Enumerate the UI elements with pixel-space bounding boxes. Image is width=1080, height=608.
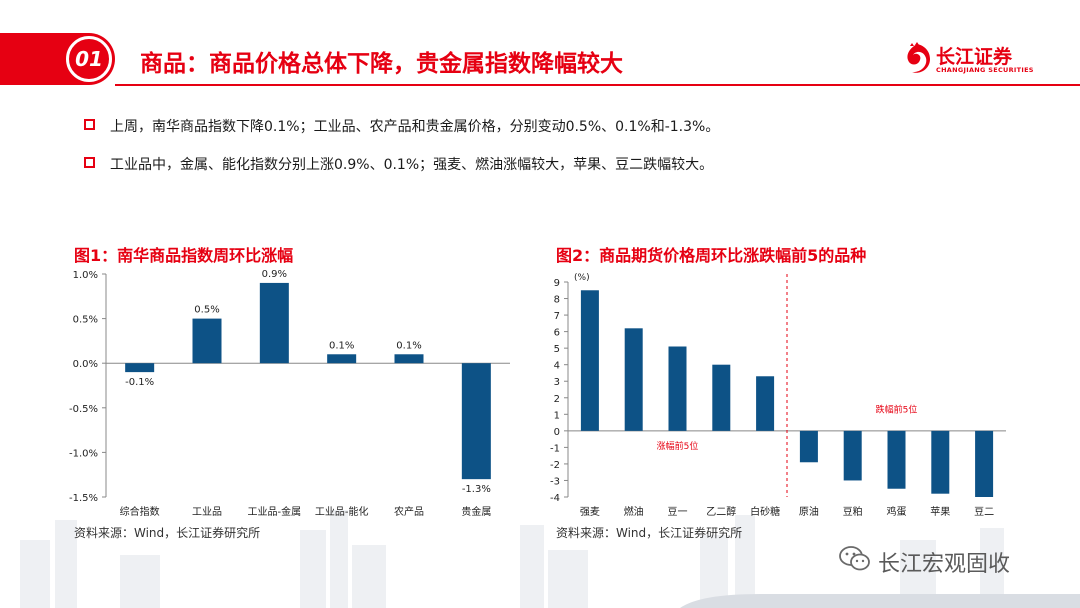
company-logo: 长江证券 CHANGJIANG SECURITIES bbox=[902, 40, 1052, 80]
chart1-data-label: 0.9% bbox=[262, 269, 287, 280]
chart2-annotation: 涨幅前5位 bbox=[657, 440, 699, 452]
chart2-y-tick-label: -3 bbox=[550, 476, 560, 487]
chart1-source: 资料来源：Wind，长江证券研究所 bbox=[74, 526, 261, 540]
chart2-x-tick-label: 苹果 bbox=[930, 505, 950, 518]
chart2-bar bbox=[975, 430, 994, 497]
chart2-bar bbox=[668, 346, 687, 431]
wechat-icon bbox=[839, 546, 870, 571]
chart1-bar bbox=[394, 354, 424, 364]
chart2-bar bbox=[799, 430, 818, 463]
chart2-y-tick-label: 7 bbox=[554, 311, 560, 322]
city-skyline-background bbox=[20, 510, 1004, 608]
chart1-bar bbox=[461, 363, 491, 480]
chart2-y-tick-label: -1 bbox=[550, 443, 560, 454]
chart1-x-tick-label: 工业品-能化 bbox=[315, 505, 369, 518]
chart1-bar bbox=[125, 363, 155, 373]
chart1-y-tick-label: -0.5% bbox=[69, 404, 98, 415]
chart2-bar bbox=[843, 430, 862, 481]
chart1-x-tick-label: 工业品 bbox=[192, 506, 222, 518]
chart2-bar bbox=[624, 328, 643, 431]
chart2-bar bbox=[887, 430, 906, 489]
chart1-x-tick-label: 贵金属 bbox=[461, 505, 491, 518]
page-title: 商品：商品价格总体下降，贵金属指数降幅较大 bbox=[140, 51, 623, 77]
chart1-bar bbox=[327, 354, 357, 364]
chart2-y-tick-label: 4 bbox=[554, 361, 560, 372]
bullet-square-icon bbox=[84, 157, 95, 168]
chart1-x-tick-label: 工业品-金属 bbox=[248, 505, 302, 518]
chart2-y-tick-label: -2 bbox=[550, 460, 560, 471]
chart2-x-tick-label: 燃油 bbox=[624, 505, 644, 518]
chart2-title: 图2：商品期货价格周环比涨跌幅前5的品种 bbox=[556, 246, 867, 265]
chart2-y-tick-label: 1 bbox=[554, 410, 560, 421]
chart1-y-tick-label: 0.5% bbox=[73, 315, 98, 326]
header-divider-line bbox=[115, 84, 1080, 86]
watermark-text: 长江宏观固收 bbox=[878, 552, 1011, 577]
logo-english-name: CHANGJIANG SECURITIES bbox=[936, 66, 1034, 74]
chart1-y-tick-label: 0.0% bbox=[73, 359, 98, 370]
logo-chinese-name: 长江证券 bbox=[936, 46, 1013, 68]
chart2-y-unit-label: (%) bbox=[574, 273, 590, 283]
chart1-x-tick-label: 农产品 bbox=[394, 505, 424, 518]
bullet-item: 上周，南华商品指数下降0.1%；工业品、农产品和贵金属价格，分别变动0.5%、0… bbox=[84, 116, 719, 136]
chart2-y-tick-label: 8 bbox=[554, 295, 560, 306]
chart2-x-tick-label: 豆二 bbox=[974, 506, 994, 518]
chart2-x-tick-label: 原油 bbox=[799, 505, 819, 518]
chart2-bar bbox=[756, 376, 775, 431]
chart1-data-label: -1.3% bbox=[462, 484, 491, 495]
corner-decoration bbox=[680, 594, 1080, 608]
chart1-bar bbox=[259, 282, 289, 364]
chart1-data-label: 0.1% bbox=[396, 340, 421, 351]
chart2-x-tick-label: 强麦 bbox=[580, 506, 600, 518]
chart2-x-tick-label: 豆粕 bbox=[843, 505, 863, 518]
chart1-title: 图1：南华商品指数周环比涨幅 bbox=[74, 246, 294, 265]
chart2-y-tick-label: -4 bbox=[550, 493, 560, 504]
chart2-bar bbox=[931, 430, 950, 494]
chart1-bar bbox=[192, 318, 222, 364]
section-number-badge: 01 bbox=[66, 36, 112, 82]
chart2-y-tick-label: 9 bbox=[554, 278, 560, 289]
chart2-x-tick-label: 鸡蛋 bbox=[887, 505, 907, 518]
chart1-y-tick-label: -1.5% bbox=[69, 493, 98, 504]
chart1-data-label: -0.1% bbox=[125, 377, 154, 388]
chart1-data-label: 0.1% bbox=[329, 340, 354, 351]
chart2-y-tick-label: 0 bbox=[554, 427, 560, 438]
chart2-y-tick-label: 3 bbox=[554, 377, 560, 388]
chart2-y-tick-label: 2 bbox=[554, 394, 560, 405]
chart2-x-tick-label: 白砂糖 bbox=[750, 505, 780, 518]
chart2-bar bbox=[580, 290, 599, 431]
chart2-y-tick-label: 5 bbox=[554, 344, 560, 355]
chart1-y-tick-label: -1.0% bbox=[69, 448, 98, 459]
logo-swirl-icon bbox=[907, 42, 930, 73]
bullet-item: 工业品中，金属、能化指数分别上涨0.9%、0.1%；强麦、燃油涨幅较大，苹果、豆… bbox=[84, 154, 713, 174]
chart2-bar bbox=[712, 364, 731, 431]
chart1-data-label: 0.5% bbox=[194, 305, 219, 316]
chart2-y-tick-label: 6 bbox=[554, 328, 560, 339]
chart2-bar-chart: (%) -4 -3 -2 -1 0 1 2 3 4 5 6 7 8 9 强麦 燃油 豆一 乙二醇 白砂糖 原油 豆粕 鸡蛋 苹… bbox=[550, 273, 1006, 518]
bullet-square-icon bbox=[84, 119, 95, 130]
chart2-source: 资料来源：Wind，长江证券研究所 bbox=[556, 526, 743, 540]
chart2-x-tick-label: 豆一 bbox=[668, 506, 688, 518]
chart1-x-tick-label: 综合指数 bbox=[120, 505, 160, 518]
chart1-bar-chart: -1.5% -1.0% -0.5% 0.0% 0.5% 1.0% -0.1% 综合指数 0.5%… bbox=[69, 269, 510, 518]
chart2-x-tick-label: 乙二醇 bbox=[706, 505, 736, 518]
chart2-annotation: 跌幅前5位 bbox=[876, 404, 918, 416]
chart1-y-tick-label: 1.0% bbox=[73, 270, 98, 281]
